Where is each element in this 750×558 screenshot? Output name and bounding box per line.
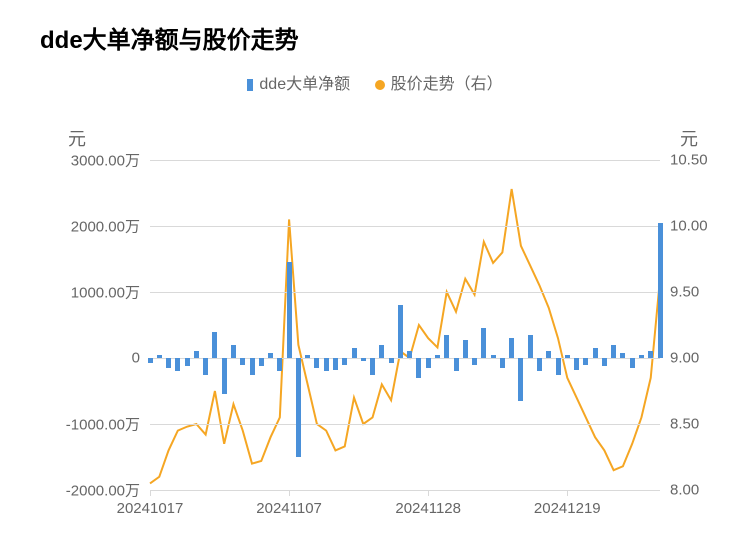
bar [259,358,264,366]
x-tick [289,490,290,496]
bar [435,355,440,358]
bar [166,358,171,368]
y-right-tick-label: 10.00 [670,218,708,235]
bar [305,355,310,358]
plot-area: -2000.00万8.00-1000.00万8.5009.001000.00万9… [150,160,660,490]
bar [630,358,635,368]
bar [481,328,486,358]
bar [324,358,329,371]
y-left-tick-label: 2000.00万 [30,216,140,237]
bar [454,358,459,371]
bar [389,358,394,363]
legend-item-bars: dde大单净额 [247,70,350,94]
bar [175,358,180,371]
y-left-tick-label: -2000.00万 [30,480,140,501]
y-left-tick-label: 3000.00万 [30,150,140,171]
chart-legend: dde大单净额 股价走势（右） [30,70,720,94]
bar [639,355,644,358]
bar [407,351,412,358]
bar [370,358,375,375]
bar [602,358,607,366]
price-line [150,189,660,483]
y-left-tick-label: 0 [30,350,140,367]
bar [472,358,477,365]
x-tick-label: 20241017 [117,500,184,517]
chart-container: dde大单净额与股价走势 dde大单净额 股价走势（右） 元 元 -2000.0… [0,0,750,558]
bar [148,358,153,363]
bar [194,351,199,358]
bar [240,358,245,365]
bar [342,358,347,365]
gridline [150,490,660,491]
y-left-tick-label: 1000.00万 [30,282,140,303]
bar [361,358,366,361]
bar [611,345,616,358]
gridline [150,292,660,293]
bar [620,353,625,358]
bar [500,358,505,368]
bar [277,358,282,371]
bar [398,305,403,358]
gridline [150,160,660,161]
x-tick [150,490,151,496]
bar [314,358,319,368]
bar [565,355,570,358]
legend-label-1: dde大单净额 [259,76,350,93]
bar [296,358,301,457]
x-tick-label: 20241107 [256,500,322,517]
bar [463,340,468,358]
y-right-axis-title: 元 [680,125,698,151]
bar [203,358,208,375]
bar [583,358,588,365]
legend-line-marker [375,80,385,90]
bar [333,358,338,370]
x-tick [567,490,568,496]
bar [352,348,357,358]
bar [593,348,598,358]
bar [556,358,561,375]
bar [250,358,255,375]
bar [444,335,449,358]
bar [426,358,431,368]
x-tick-label: 20241219 [534,500,601,517]
chart-title: dde大单净额与股价走势 [40,20,720,55]
bar [537,358,542,371]
bar [268,353,273,358]
y-left-tick-label: -1000.00万 [30,414,140,435]
bar [231,345,236,358]
bar [185,358,190,366]
bar [416,358,421,378]
legend-item-line: 股价走势（右） [375,70,503,94]
legend-bar-marker [247,79,253,91]
bar [648,351,653,358]
gridline [150,226,660,227]
bar [528,335,533,358]
y-right-tick-label: 8.50 [670,416,699,433]
y-right-tick-label: 8.00 [670,482,699,499]
y-left-axis-title: 元 [68,125,86,151]
bar [287,262,292,358]
bar [574,358,579,370]
y-right-tick-label: 9.50 [670,284,699,301]
bar [546,351,551,358]
x-tick-label: 20241128 [395,500,461,517]
bar [379,345,384,358]
bar [491,355,496,358]
y-right-tick-label: 10.50 [670,152,708,169]
bar [658,223,663,358]
legend-label-2: 股价走势（右） [391,76,503,93]
bar [222,358,227,394]
line-series [150,160,660,490]
gridline [150,424,660,425]
bar [509,338,514,358]
x-tick [428,490,429,496]
bar [157,355,162,358]
bar [518,358,523,401]
y-right-tick-label: 9.00 [670,350,699,367]
bar [212,332,217,358]
